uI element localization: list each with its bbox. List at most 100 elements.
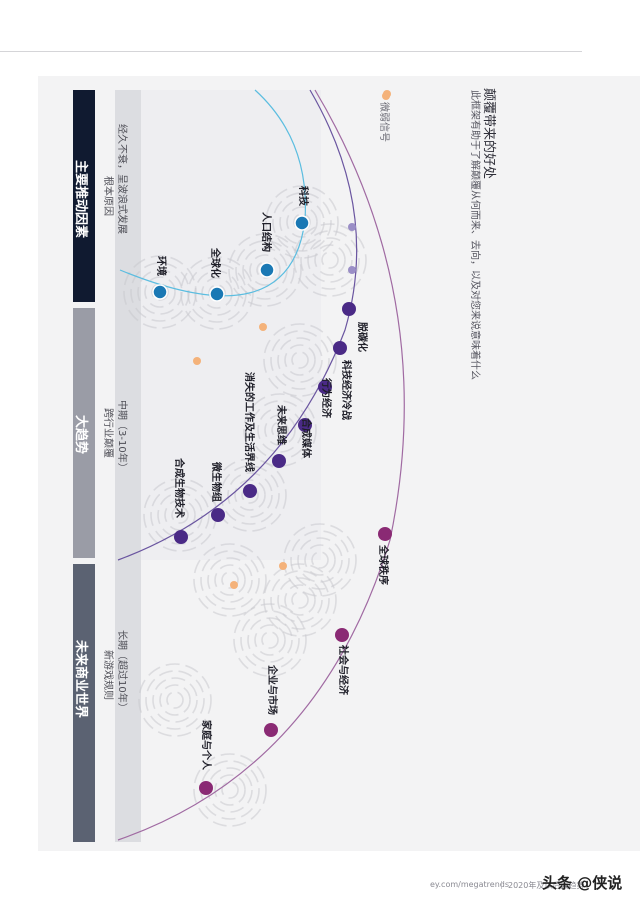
ripple-ring: [277, 337, 323, 383]
ripple-ring: [270, 330, 330, 390]
future-node: [335, 628, 349, 642]
band-future-timeframe: 长期（超过10年）: [116, 630, 127, 713]
ripple-ring: [290, 530, 350, 590]
ripple-ring: [261, 631, 279, 649]
band-drivers: [73, 90, 95, 302]
ripple-ring: [214, 564, 246, 596]
ripple-ring: [150, 485, 210, 545]
ripple-ring: [228, 233, 302, 307]
driver-node: [294, 215, 310, 231]
ripple-ring: [279, 199, 325, 245]
weak-signal-dot: [193, 357, 201, 365]
weak-signal-dot: [279, 562, 287, 570]
ripple-ring: [284, 344, 316, 376]
driver-arc: [119, 89, 307, 297]
future-node: [199, 781, 213, 795]
ripple-ring: [311, 551, 329, 569]
weak-signal-dot: [259, 323, 267, 331]
future-label: 企业与市场: [266, 665, 277, 715]
footer-site[interactable]: ey.com/megatrends: [430, 880, 510, 889]
ripple-ring: [241, 486, 259, 504]
ripple-ring: [270, 570, 330, 630]
future-node: [264, 723, 278, 737]
ripple-ring: [214, 774, 246, 806]
ripple-ring: [207, 557, 253, 603]
driver-label: 人口结构: [260, 212, 271, 252]
future-label: 全球秩序: [377, 545, 388, 585]
ripple-ring: [221, 571, 239, 589]
ripple-ring: [138, 663, 212, 737]
ripple-ring: [152, 677, 198, 723]
future-label: 家庭与个人: [200, 720, 211, 770]
ripple-ring: [227, 472, 273, 518]
arcs: [117, 89, 405, 841]
ripple-ring: [220, 465, 280, 525]
ripple-ring: [304, 544, 336, 576]
future-label: 社会与经济: [337, 645, 348, 695]
future-arc: [117, 89, 405, 841]
megatrend-label: 脱碳化: [356, 322, 367, 352]
megatrend-label: 微生物组: [210, 462, 221, 502]
footer-separator: |: [500, 880, 503, 889]
weak-signal-legend-label: 微弱信号: [378, 102, 389, 142]
weak-signal-dot: [230, 581, 238, 589]
ripple-ring: [293, 223, 367, 297]
ripple-ring: [180, 256, 254, 330]
ripple-ring: [166, 691, 184, 709]
nodes: [152, 92, 392, 795]
band-megatrends-label: 大趋势: [73, 415, 88, 455]
ripple-ring: [200, 550, 260, 610]
ripple-ring: [249, 254, 281, 286]
ripple-ring: [171, 506, 189, 524]
ripple-ring: [123, 255, 197, 329]
ripple-ring: [291, 351, 309, 369]
footer-page-text: 2020年及以后大趋势: [508, 881, 585, 890]
ripple-ring: [307, 237, 353, 283]
ripple-ring: [263, 563, 337, 637]
ripple-ring: [314, 244, 346, 276]
page-subtitle: 此框架有助于了解颠覆从何而来、去向，以及对您来说意味着什么: [469, 90, 480, 380]
ripple-ring: [157, 492, 203, 538]
megatrend-label: 科技经济冷战: [340, 360, 351, 420]
band-future-label: 未来商业世界: [73, 640, 88, 719]
megatrend-label: 行为经济: [320, 378, 331, 418]
ripple-ring: [151, 283, 169, 301]
ripple-ring: [254, 624, 286, 656]
megatrend-node: [333, 341, 347, 355]
megatrend-label: 消失的工作及生活界线: [243, 372, 254, 472]
ripple-ring: [297, 537, 343, 583]
megatrend-label: 合成媒体: [300, 418, 311, 458]
ripple-ring: [187, 263, 247, 323]
band-future-desc: 新游戏规则: [102, 650, 113, 700]
band-drivers-label: 主要推动因素: [73, 160, 88, 239]
driver-label: 环境: [155, 256, 166, 276]
ripple-ring: [137, 269, 183, 315]
driver-node: [209, 286, 225, 302]
ripple-ring: [300, 230, 360, 290]
ripple-ring: [283, 523, 357, 597]
megatrend-node: [174, 530, 188, 544]
ripple-ring: [321, 251, 339, 269]
connector-node: [348, 223, 356, 231]
ripple-ring: [272, 192, 332, 252]
driver-node: [152, 284, 168, 300]
megatrend-label: 合成生物技术: [173, 458, 184, 518]
ripple-ring: [145, 670, 205, 730]
megatrend-node: [342, 302, 356, 316]
ripple-ring: [193, 543, 267, 617]
ripple-ring: [291, 591, 309, 609]
top-divider: [0, 51, 582, 52]
connector-node: [348, 266, 356, 274]
ripple-ring: [193, 753, 267, 827]
megatrend-label: 未来思维: [275, 405, 286, 445]
megatrend-node: [243, 484, 257, 498]
ripple-ring: [265, 185, 339, 259]
ripple-ring: [235, 240, 295, 300]
megatrend-node: [272, 454, 286, 468]
ripple-ring: [240, 610, 300, 670]
ripple-ring: [159, 684, 191, 716]
megatrend-node: [211, 508, 225, 522]
megatrend-node: [318, 380, 332, 394]
ripple-ring: [164, 499, 196, 531]
